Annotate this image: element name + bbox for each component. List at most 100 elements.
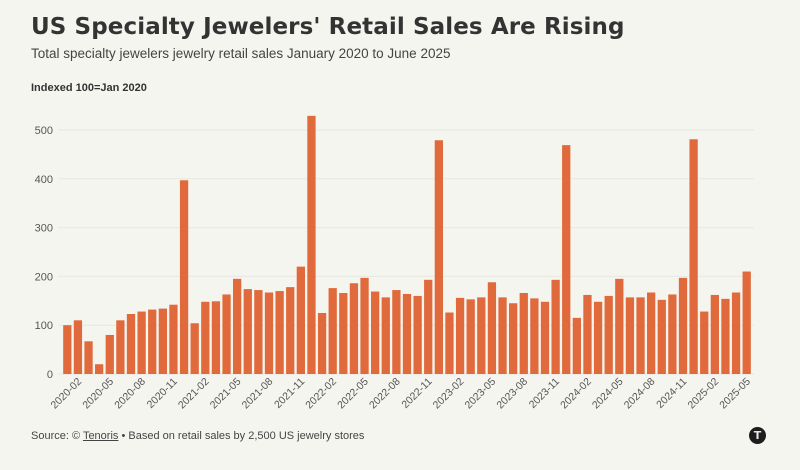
x-tick-label: 2021-02 <box>176 376 212 412</box>
bar-2022-09[interactable] <box>402 293 412 374</box>
bar-2024-11[interactable] <box>678 277 688 374</box>
bar-2022-04[interactable] <box>349 283 359 374</box>
bar-2024-06[interactable] <box>625 297 635 374</box>
y-axis-ticks: 0 100 200 300 400 500 <box>35 125 53 381</box>
bar-2024-10[interactable] <box>668 294 677 374</box>
bars <box>63 115 751 375</box>
bar-2023-04[interactable] <box>477 297 486 374</box>
x-tick-label: 2022-08 <box>367 376 403 412</box>
bar-2020-09[interactable] <box>148 309 157 374</box>
bar-2022-07[interactable] <box>381 297 390 374</box>
bar-2020-11[interactable] <box>169 304 178 374</box>
bar-2020-12[interactable] <box>179 180 189 374</box>
bar-2024-02[interactable] <box>583 294 592 374</box>
bar-2020-05[interactable] <box>105 334 114 374</box>
bar-2023-08[interactable] <box>519 292 528 374</box>
bar-2021-04[interactable] <box>222 294 231 374</box>
bar-2023-11[interactable] <box>551 279 560 374</box>
y-tick-label: 300 <box>35 223 53 235</box>
bar-2025-05[interactable] <box>742 271 751 374</box>
source-note: Based on retail sales by 2,500 US jewelr… <box>128 430 365 442</box>
y-tick-label: 100 <box>35 320 53 332</box>
bar-2024-09[interactable] <box>657 299 666 374</box>
bar-2021-10[interactable] <box>286 287 295 374</box>
bar-2023-03[interactable] <box>466 299 475 374</box>
y-tick-label: 400 <box>35 174 53 186</box>
x-tick-label: 2024-11 <box>654 376 689 411</box>
bar-2024-08[interactable] <box>647 292 656 375</box>
bar-2021-02[interactable] <box>201 301 210 374</box>
source-prefix: Source: © <box>31 430 81 442</box>
bar-2020-04[interactable] <box>95 364 104 374</box>
bar-2023-09[interactable] <box>530 298 539 374</box>
x-axis-ticks: 2020-022020-052020-082020-112021-022021-… <box>49 376 754 412</box>
bar-2025-04[interactable] <box>731 292 741 375</box>
x-tick-label: 2023-08 <box>494 376 530 412</box>
bar-2023-02[interactable] <box>455 297 465 374</box>
bar-2023-01[interactable] <box>445 312 454 374</box>
bar-2025-01[interactable] <box>700 311 709 374</box>
bar-2022-10[interactable] <box>413 295 422 374</box>
bar-2024-05[interactable] <box>615 278 624 374</box>
bar-2023-05[interactable] <box>487 282 497 374</box>
bar-2020-07[interactable] <box>126 313 136 374</box>
x-tick-label: 2020-11 <box>145 376 180 411</box>
bar-2022-06[interactable] <box>371 291 380 374</box>
bar-2022-02[interactable] <box>328 288 337 374</box>
bar-2025-03[interactable] <box>721 298 730 374</box>
source-footer: Source: © Tenoris • Based on retail sale… <box>31 430 364 442</box>
bar-2023-06[interactable] <box>498 297 507 374</box>
x-tick-label: 2022-11 <box>399 376 434 411</box>
x-tick-label: 2022-05 <box>335 376 371 412</box>
bar-2024-07[interactable] <box>636 297 645 374</box>
y-axis-unit-label: Indexed 100=Jan 2020 <box>31 82 147 94</box>
bar-2020-03[interactable] <box>84 341 93 374</box>
bar-2023-12[interactable] <box>562 145 571 374</box>
bar-2020-02[interactable] <box>73 320 83 374</box>
bar-2020-10[interactable] <box>158 308 167 374</box>
tenoris-logo-icon[interactable]: T <box>749 427 766 444</box>
x-tick-label: 2023-11 <box>527 376 562 411</box>
x-tick-label: 2025-05 <box>717 376 753 412</box>
bar-2022-05[interactable] <box>360 277 369 374</box>
x-tick-label: 2023-02 <box>431 376 467 412</box>
bar-2021-03[interactable] <box>211 301 221 374</box>
bar-2024-12[interactable] <box>689 139 698 374</box>
bar-2022-12[interactable] <box>434 140 443 374</box>
x-tick-label: 2024-08 <box>622 376 658 412</box>
bar-2023-10[interactable] <box>540 301 550 374</box>
x-tick-label: 2020-05 <box>80 376 116 412</box>
bar-2022-01[interactable] <box>317 313 327 374</box>
x-tick-label: 2020-02 <box>49 376 85 412</box>
bar-2024-01[interactable] <box>572 317 581 374</box>
bar-2023-07[interactable] <box>509 303 518 374</box>
bar-2020-06[interactable] <box>116 320 125 374</box>
x-tick-label: 2021-08 <box>240 376 276 412</box>
bar-2020-08[interactable] <box>137 311 146 374</box>
x-tick-label: 2021-11 <box>272 376 307 411</box>
chart-subtitle: Total specialty jewelers jewelry retail … <box>31 46 451 61</box>
separator: • <box>121 430 126 442</box>
bar-2021-08[interactable] <box>264 292 274 375</box>
bar-2020-01[interactable] <box>63 325 72 374</box>
bar-2025-02[interactable] <box>710 294 719 374</box>
bar-2024-03[interactable] <box>593 301 603 374</box>
source-link[interactable]: Tenoris <box>82 430 119 442</box>
bar-2021-09[interactable] <box>275 291 284 374</box>
bar-2021-11[interactable] <box>296 266 305 374</box>
bar-2021-05[interactable] <box>233 278 242 374</box>
bar-2022-11[interactable] <box>424 279 433 374</box>
x-tick-label: 2024-05 <box>590 376 626 412</box>
bar-2022-08[interactable] <box>392 290 401 374</box>
bar-2021-06[interactable] <box>243 289 252 374</box>
bar-2021-01[interactable] <box>190 323 199 374</box>
bar-2024-04[interactable] <box>604 295 613 374</box>
x-tick-label: 2024-02 <box>558 376 594 412</box>
bar-2022-03[interactable] <box>339 292 348 374</box>
bar-2021-12[interactable] <box>307 115 316 374</box>
y-tick-label: 200 <box>35 271 53 283</box>
x-tick-label: 2021-05 <box>208 376 244 412</box>
chart-title: US Specialty Jewelers' Retail Sales Are … <box>31 14 625 40</box>
bar-2021-07[interactable] <box>254 290 263 374</box>
